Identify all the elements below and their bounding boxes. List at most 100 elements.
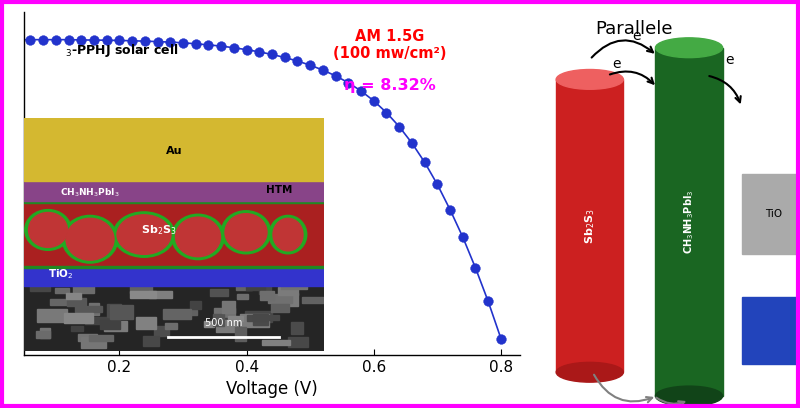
Bar	[214, 318, 239, 324]
Bar	[260, 291, 274, 300]
Bar	[236, 282, 252, 290]
Bar	[136, 317, 156, 329]
Text: Sb$_2$S$_3$: Sb$_2$S$_3$	[583, 208, 597, 244]
Bar	[215, 320, 238, 332]
Ellipse shape	[270, 215, 306, 254]
Ellipse shape	[556, 362, 623, 382]
Bar	[81, 337, 106, 348]
Bar	[204, 321, 214, 327]
Bar	[89, 303, 99, 315]
Bar	[283, 293, 298, 306]
Bar	[78, 334, 97, 341]
Bar	[190, 301, 202, 309]
Bar	[24, 118, 324, 181]
Bar	[240, 314, 270, 327]
Bar	[100, 320, 120, 328]
Ellipse shape	[25, 210, 71, 250]
Ellipse shape	[175, 217, 221, 257]
Bar	[85, 317, 112, 324]
Bar	[246, 284, 265, 290]
Text: CH$_3$NH$_3$PbI$_3$: CH$_3$NH$_3$PbI$_3$	[682, 190, 696, 254]
Ellipse shape	[655, 38, 722, 58]
Bar	[24, 262, 324, 286]
Bar	[213, 314, 223, 326]
Bar	[107, 304, 122, 317]
Ellipse shape	[273, 218, 303, 251]
Bar	[237, 294, 248, 299]
Bar	[302, 297, 327, 302]
Text: TiO$_2$: TiO$_2$	[48, 267, 74, 281]
Text: HTM: HTM	[266, 185, 292, 195]
Bar	[742, 174, 800, 253]
Ellipse shape	[556, 69, 623, 89]
Bar	[162, 309, 191, 319]
Bar	[73, 285, 94, 293]
Bar	[282, 277, 307, 289]
Bar	[24, 281, 324, 351]
Text: e: e	[632, 29, 641, 43]
Bar	[64, 313, 94, 323]
Bar	[24, 266, 324, 268]
Ellipse shape	[29, 213, 67, 247]
Bar	[165, 323, 177, 328]
Bar	[50, 299, 68, 305]
Bar	[222, 301, 235, 313]
Bar	[182, 310, 197, 315]
Text: Au: Au	[166, 146, 182, 156]
Text: TiO: TiO	[765, 209, 782, 219]
Bar	[259, 284, 271, 294]
Bar	[655, 48, 722, 396]
Text: e: e	[726, 53, 734, 67]
Bar	[287, 337, 308, 347]
Bar	[40, 328, 50, 338]
Text: η = 8.32%: η = 8.32%	[344, 78, 435, 93]
Bar	[30, 279, 50, 290]
Ellipse shape	[66, 218, 114, 260]
Ellipse shape	[62, 215, 118, 263]
Ellipse shape	[114, 212, 174, 257]
Bar	[104, 321, 127, 331]
Bar	[245, 311, 272, 322]
Bar	[254, 315, 278, 320]
X-axis label: Voltage (V): Voltage (V)	[226, 380, 318, 398]
Bar	[130, 280, 152, 293]
Text: Parallele: Parallele	[595, 20, 673, 38]
Ellipse shape	[225, 214, 267, 251]
Bar	[210, 289, 228, 296]
Bar	[71, 326, 83, 331]
Bar	[110, 306, 133, 319]
Bar	[556, 80, 623, 372]
Bar	[246, 315, 267, 321]
Bar	[291, 322, 302, 334]
Bar	[142, 336, 159, 346]
Bar	[271, 304, 289, 312]
Bar	[75, 306, 102, 312]
Bar	[262, 340, 290, 346]
Bar	[24, 200, 324, 203]
Text: CH$_3$NH$_3$PbI$_3$: CH$_3$NH$_3$PbI$_3$	[60, 186, 120, 199]
Bar	[154, 326, 170, 336]
Text: Sb$_2$S$_3$: Sb$_2$S$_3$	[141, 223, 177, 237]
Text: 500 nm: 500 nm	[205, 317, 242, 328]
Ellipse shape	[117, 215, 171, 254]
Bar	[234, 327, 246, 341]
Ellipse shape	[655, 386, 722, 406]
Bar	[149, 290, 172, 298]
Bar	[79, 314, 90, 320]
Bar	[130, 291, 156, 298]
Bar	[268, 294, 292, 303]
Bar	[24, 202, 324, 267]
Bar	[228, 316, 243, 322]
Bar	[214, 308, 235, 320]
Ellipse shape	[172, 214, 224, 259]
Bar	[54, 288, 69, 293]
Bar	[278, 287, 298, 295]
Ellipse shape	[222, 211, 270, 254]
Bar	[254, 314, 269, 325]
Bar	[67, 298, 86, 306]
Text: e: e	[612, 57, 620, 71]
Bar	[36, 330, 50, 337]
Bar	[742, 297, 800, 364]
Bar	[90, 335, 113, 341]
Text: $_3$-PPHJ solar cell: $_3$-PPHJ solar cell	[66, 42, 179, 60]
